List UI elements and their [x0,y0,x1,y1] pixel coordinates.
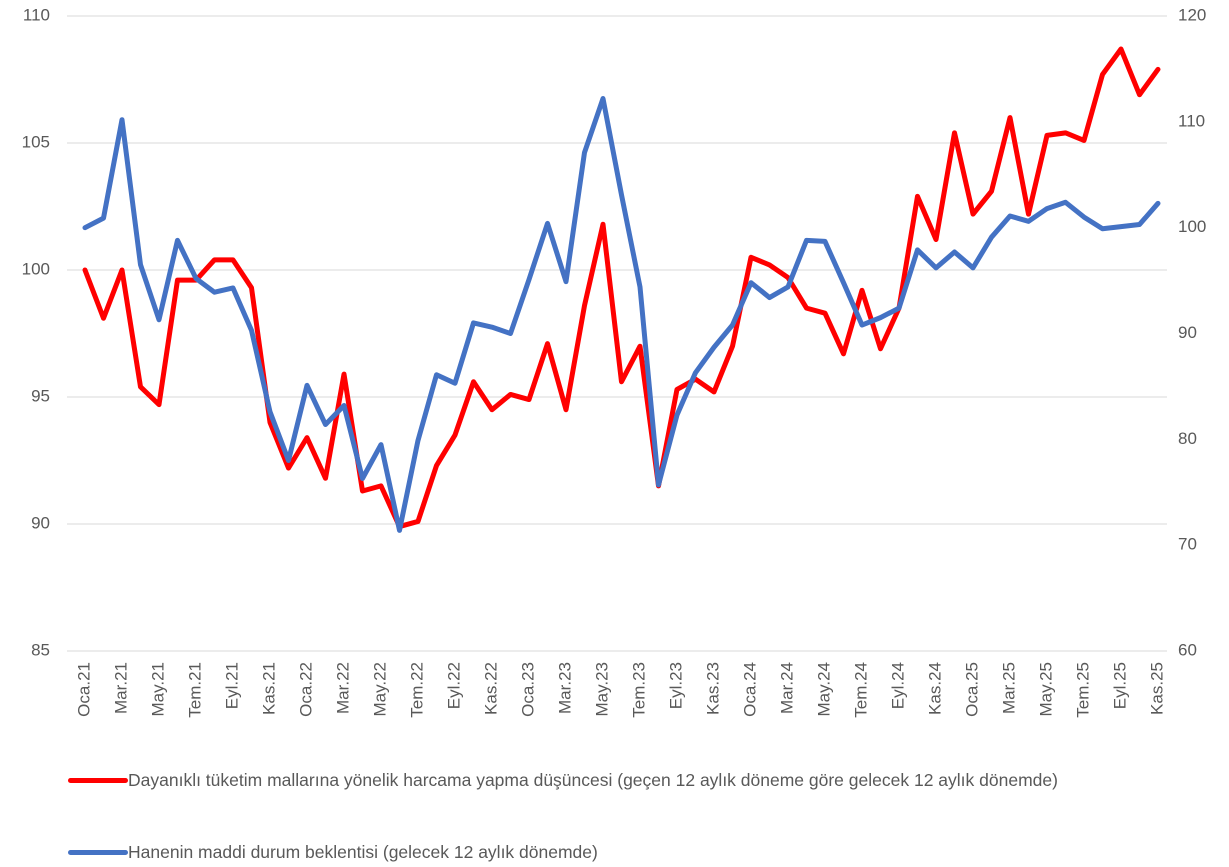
x-tick-label: May.25 [1036,662,1055,717]
x-tick-label: Oca.21 [74,662,93,717]
x-tick-label: Eyl.21 [222,662,241,709]
x-tick-label: May.24 [814,662,833,717]
y-tick-label: 95 [31,386,50,405]
legend-swatch [68,778,128,783]
y2-tick-label: 120 [1178,5,1206,24]
x-tick-label: May.22 [370,662,389,717]
x-tick-label: Oca.25 [962,662,981,717]
legend-swatch [68,850,128,855]
x-tick-label: Kas.24 [925,662,944,715]
x-tick-label: Eyl.22 [444,662,463,709]
y-tick-label: 110 [23,5,50,24]
x-tick-label: May.23 [592,662,611,717]
series-line [82,46,1161,530]
x-tick-label: Oca.22 [296,662,315,717]
y2-tick-label: 110 [1178,111,1205,130]
x-tick-label: Eyl.23 [666,662,685,709]
x-tick-label: Kas.21 [259,662,278,715]
x-tick-label: Tem.25 [1073,662,1092,718]
x-tick-label: Tem.22 [407,662,426,718]
x-tick-label: Tem.21 [185,662,204,718]
x-tick-label: Kas.25 [1147,662,1166,715]
x-tick-label: Oca.24 [740,662,759,717]
legend-item: Dayanıklı tüketim mallarına yönelik harc… [68,766,1188,794]
x-tick-label: Kas.23 [703,662,722,715]
series-line [82,96,1161,533]
x-tick-label: Tem.24 [851,662,870,718]
y-tick-label: 90 [31,513,50,532]
x-tick-label: Mar.22 [333,662,352,714]
y2-tick-label: 70 [1178,535,1197,554]
x-tick-label: Oca.23 [518,662,537,717]
x-tick-label: Kas.22 [481,662,500,715]
x-tick-label: May.21 [148,662,167,717]
x-tick-label: Mar.21 [111,662,130,714]
legend-label: Hanenin maddi durum beklentisi (gelecek … [128,842,598,862]
x-tick-label: Mar.25 [999,662,1018,714]
y-tick-label: 100 [22,259,50,278]
x-tick-label: Mar.24 [777,662,796,714]
y2-tick-label: 60 [1178,640,1197,659]
legend-label: Dayanıklı tüketim mallarına yönelik harc… [128,770,1058,790]
x-tick-label: Tem.23 [629,662,648,718]
legend-item: Hanenin maddi durum beklentisi (gelecek … [68,838,1188,866]
y2-tick-label: 80 [1178,429,1197,448]
y2-tick-label: 90 [1178,323,1197,342]
x-tick-label: Eyl.25 [1110,662,1129,709]
y-tick-label: 105 [22,132,50,151]
x-tick-label: Mar.23 [555,662,574,714]
x-tick-label: Eyl.24 [888,662,907,709]
y-tick-label: 85 [31,640,50,659]
y2-tick-label: 100 [1178,217,1206,236]
